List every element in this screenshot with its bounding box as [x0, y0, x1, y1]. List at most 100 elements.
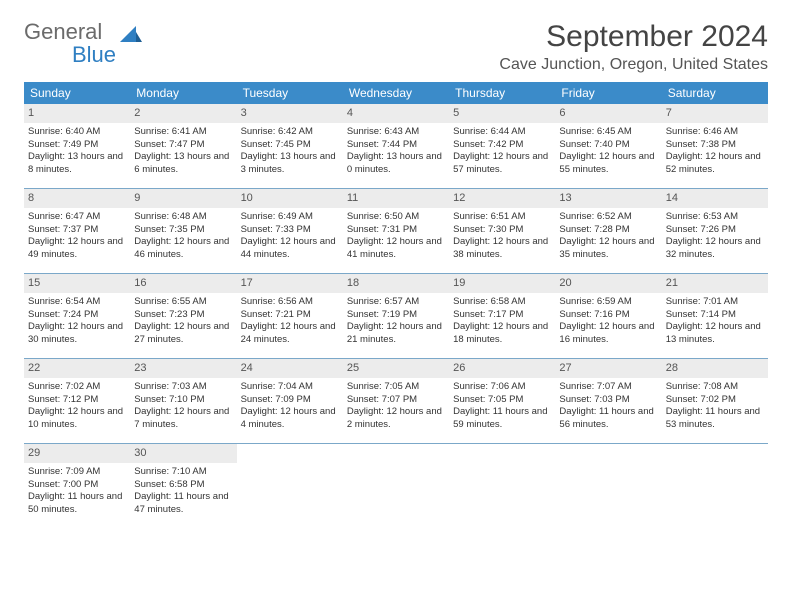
day-cell: 29Sunrise: 7:09 AMSunset: 7:00 PMDayligh…	[24, 444, 130, 528]
sunset-text: Sunset: 7:00 PM	[28, 479, 126, 492]
sunrise-text: Sunrise: 6:56 AM	[241, 296, 339, 309]
day-cell	[449, 444, 555, 528]
day-cell: 21Sunrise: 7:01 AMSunset: 7:14 PMDayligh…	[662, 274, 768, 358]
day-cell: 10Sunrise: 6:49 AMSunset: 7:33 PMDayligh…	[237, 189, 343, 273]
day-info: Sunrise: 7:01 AMSunset: 7:14 PMDaylight:…	[666, 296, 764, 347]
day-info: Sunrise: 6:55 AMSunset: 7:23 PMDaylight:…	[134, 296, 232, 347]
sunrise-text: Sunrise: 6:54 AM	[28, 296, 126, 309]
daylight-text: Daylight: 12 hours and 13 minutes.	[666, 321, 764, 347]
day-number: 19	[449, 274, 555, 293]
sunrise-text: Sunrise: 6:45 AM	[559, 126, 657, 139]
day-number: 5	[449, 104, 555, 123]
week-row: 1Sunrise: 6:40 AMSunset: 7:49 PMDaylight…	[24, 104, 768, 189]
day-cell: 25 Sunrise: 7:05 AMSunset: 7:07 PMDayligh…	[343, 359, 449, 443]
day-cell: 28Sunrise: 7:08 AMSunset: 7:02 PMDayligh…	[662, 359, 768, 443]
dow-saturday: Saturday	[662, 82, 768, 104]
day-info: Sunrise: 6:41 AMSunset: 7:47 PMDaylight:…	[134, 126, 232, 177]
day-info: Sunrise: 6:49 AMSunset: 7:33 PMDaylight:…	[241, 211, 339, 262]
sunrise-text: Sunrise: 6:46 AM	[666, 126, 764, 139]
sunset-text: Sunset: 7:30 PM	[453, 224, 551, 237]
day-info: Sunrise: 6:44 AMSunset: 7:42 PMDaylight:…	[453, 126, 551, 177]
day-info: Sunrise: 6:50 AMSunset: 7:31 PMDaylight:…	[347, 211, 445, 262]
sunrise-text: Sunrise: 6:48 AM	[134, 211, 232, 224]
day-cell	[555, 444, 661, 528]
sunrise-text: Sunrise: 7:04 AM	[241, 381, 339, 394]
brand-text: General Blue	[24, 20, 116, 66]
dow-monday: Monday	[130, 82, 236, 104]
dow-tuesday: Tuesday	[237, 82, 343, 104]
day-number: 20	[555, 274, 661, 293]
day-cell: 7Sunrise: 6:46 AMSunset: 7:38 PMDaylight…	[662, 104, 768, 188]
sunset-text: Sunset: 7:23 PM	[134, 309, 232, 322]
day-cell: 19Sunrise: 6:58 AMSunset: 7:17 PMDayligh…	[449, 274, 555, 358]
sunset-text: Sunset: 7:21 PM	[241, 309, 339, 322]
day-info: Sunrise: 6:51 AMSunset: 7:30 PMDaylight:…	[453, 211, 551, 262]
dow-wednesday: Wednesday	[343, 82, 449, 104]
day-number: 14	[662, 189, 768, 208]
day-cell: 30Sunrise: 7:10 AMSunset: 6:58 PMDayligh…	[130, 444, 236, 528]
daylight-text: Daylight: 12 hours and 55 minutes.	[559, 151, 657, 177]
daylight-text: Daylight: 12 hours and 4 minutes.	[241, 406, 339, 432]
sunrise-text: Sunrise: 6:41 AM	[134, 126, 232, 139]
daylight-text: Daylight: 11 hours and 47 minutes.	[134, 491, 232, 517]
day-cell: 14 Sunrise: 6:53 AMSunset: 7:26 PMDayligh…	[662, 189, 768, 273]
day-cell	[662, 444, 768, 528]
day-number: 23	[130, 359, 236, 378]
calendar-page: General Blue September 2024 Cave Junctio…	[0, 0, 792, 548]
day-number: 13	[555, 189, 661, 208]
sunset-text: Sunset: 7:44 PM	[347, 139, 445, 152]
day-info: Sunrise: 7:06 AMSunset: 7:05 PMDaylight:…	[453, 381, 551, 432]
day-cell: 5 Sunrise: 6:44 AMSunset: 7:42 PMDaylight…	[449, 104, 555, 188]
day-cell: 17Sunrise: 6:56 AMSunset: 7:21 PMDayligh…	[237, 274, 343, 358]
daylight-text: Daylight: 12 hours and 32 minutes.	[666, 236, 764, 262]
day-cell: 13Sunrise: 6:52 AMSunset: 7:28 PMDayligh…	[555, 189, 661, 273]
day-info: Sunrise: 6:53 AMSunset: 7:26 PMDaylight:…	[666, 211, 764, 262]
day-number: 28	[662, 359, 768, 378]
day-cell: 9Sunrise: 6:48 AMSunset: 7:35 PMDaylight…	[130, 189, 236, 273]
day-info: Sunrise: 6:57 AMSunset: 7:19 PMDaylight:…	[347, 296, 445, 347]
day-info: Sunrise: 6:40 AMSunset: 7:49 PMDaylight:…	[28, 126, 126, 177]
day-info: Sunrise: 7:10 AMSunset: 6:58 PMDaylight:…	[134, 466, 232, 517]
dow-thursday: Thursday	[449, 82, 555, 104]
sunrise-text: Sunrise: 7:07 AM	[559, 381, 657, 394]
day-cell: 11 Sunrise: 6:50 AMSunset: 7:31 PMDayligh…	[343, 189, 449, 273]
day-cell: 3Sunrise: 6:42 AMSunset: 7:45 PMDaylight…	[237, 104, 343, 188]
day-info: Sunrise: 6:45 AMSunset: 7:40 PMDaylight:…	[559, 126, 657, 177]
day-cell: 22Sunrise: 7:02 AMSunset: 7:12 PMDayligh…	[24, 359, 130, 443]
weeks-container: 1Sunrise: 6:40 AMSunset: 7:49 PMDaylight…	[24, 104, 768, 528]
sunset-text: Sunset: 7:40 PM	[559, 139, 657, 152]
sunset-text: Sunset: 7:35 PM	[134, 224, 232, 237]
sunrise-text: Sunrise: 6:40 AM	[28, 126, 126, 139]
sunset-text: Sunset: 7:47 PM	[134, 139, 232, 152]
daylight-text: Daylight: 12 hours and 49 minutes.	[28, 236, 126, 262]
day-number: 24	[237, 359, 343, 378]
day-number: 9	[130, 189, 236, 208]
day-cell: 26Sunrise: 7:06 AMSunset: 7:05 PMDayligh…	[449, 359, 555, 443]
day-number: 17	[237, 274, 343, 293]
day-info: Sunrise: 6:47 AMSunset: 7:37 PMDaylight:…	[28, 211, 126, 262]
day-info: Sunrise: 7:05 AMSunset: 7:07 PMDaylight:…	[347, 381, 445, 432]
day-cell: 20Sunrise: 6:59 AMSunset: 7:16 PMDayligh…	[555, 274, 661, 358]
sunset-text: Sunset: 7:26 PM	[666, 224, 764, 237]
daylight-text: Daylight: 12 hours and 38 minutes.	[453, 236, 551, 262]
brand-line2: Blue	[72, 42, 116, 67]
sunset-text: Sunset: 7:42 PM	[453, 139, 551, 152]
sunrise-text: Sunrise: 7:05 AM	[347, 381, 445, 394]
week-row: 8 Sunrise: 6:47 AMSunset: 7:37 PMDaylight…	[24, 189, 768, 274]
location-text: Cave Junction, Oregon, United States	[499, 56, 768, 74]
daylight-text: Daylight: 13 hours and 6 minutes.	[134, 151, 232, 177]
calendar-grid: Sunday Monday Tuesday Wednesday Thursday…	[24, 82, 768, 528]
sunrise-text: Sunrise: 6:49 AM	[241, 211, 339, 224]
title-block: September 2024 Cave Junction, Oregon, Un…	[499, 20, 768, 74]
sunset-text: Sunset: 7:09 PM	[241, 394, 339, 407]
sunrise-text: Sunrise: 7:08 AM	[666, 381, 764, 394]
day-number: 25	[343, 359, 449, 378]
sunset-text: Sunset: 7:07 PM	[347, 394, 445, 407]
day-number: 11	[343, 189, 449, 208]
sunset-text: Sunset: 7:33 PM	[241, 224, 339, 237]
day-cell: 15Sunrise: 6:54 AMSunset: 7:24 PMDayligh…	[24, 274, 130, 358]
daylight-text: Daylight: 12 hours and 10 minutes.	[28, 406, 126, 432]
day-number: 8	[24, 189, 130, 208]
sunset-text: Sunset: 7:31 PM	[347, 224, 445, 237]
day-cell: 18Sunrise: 6:57 AMSunset: 7:19 PMDayligh…	[343, 274, 449, 358]
